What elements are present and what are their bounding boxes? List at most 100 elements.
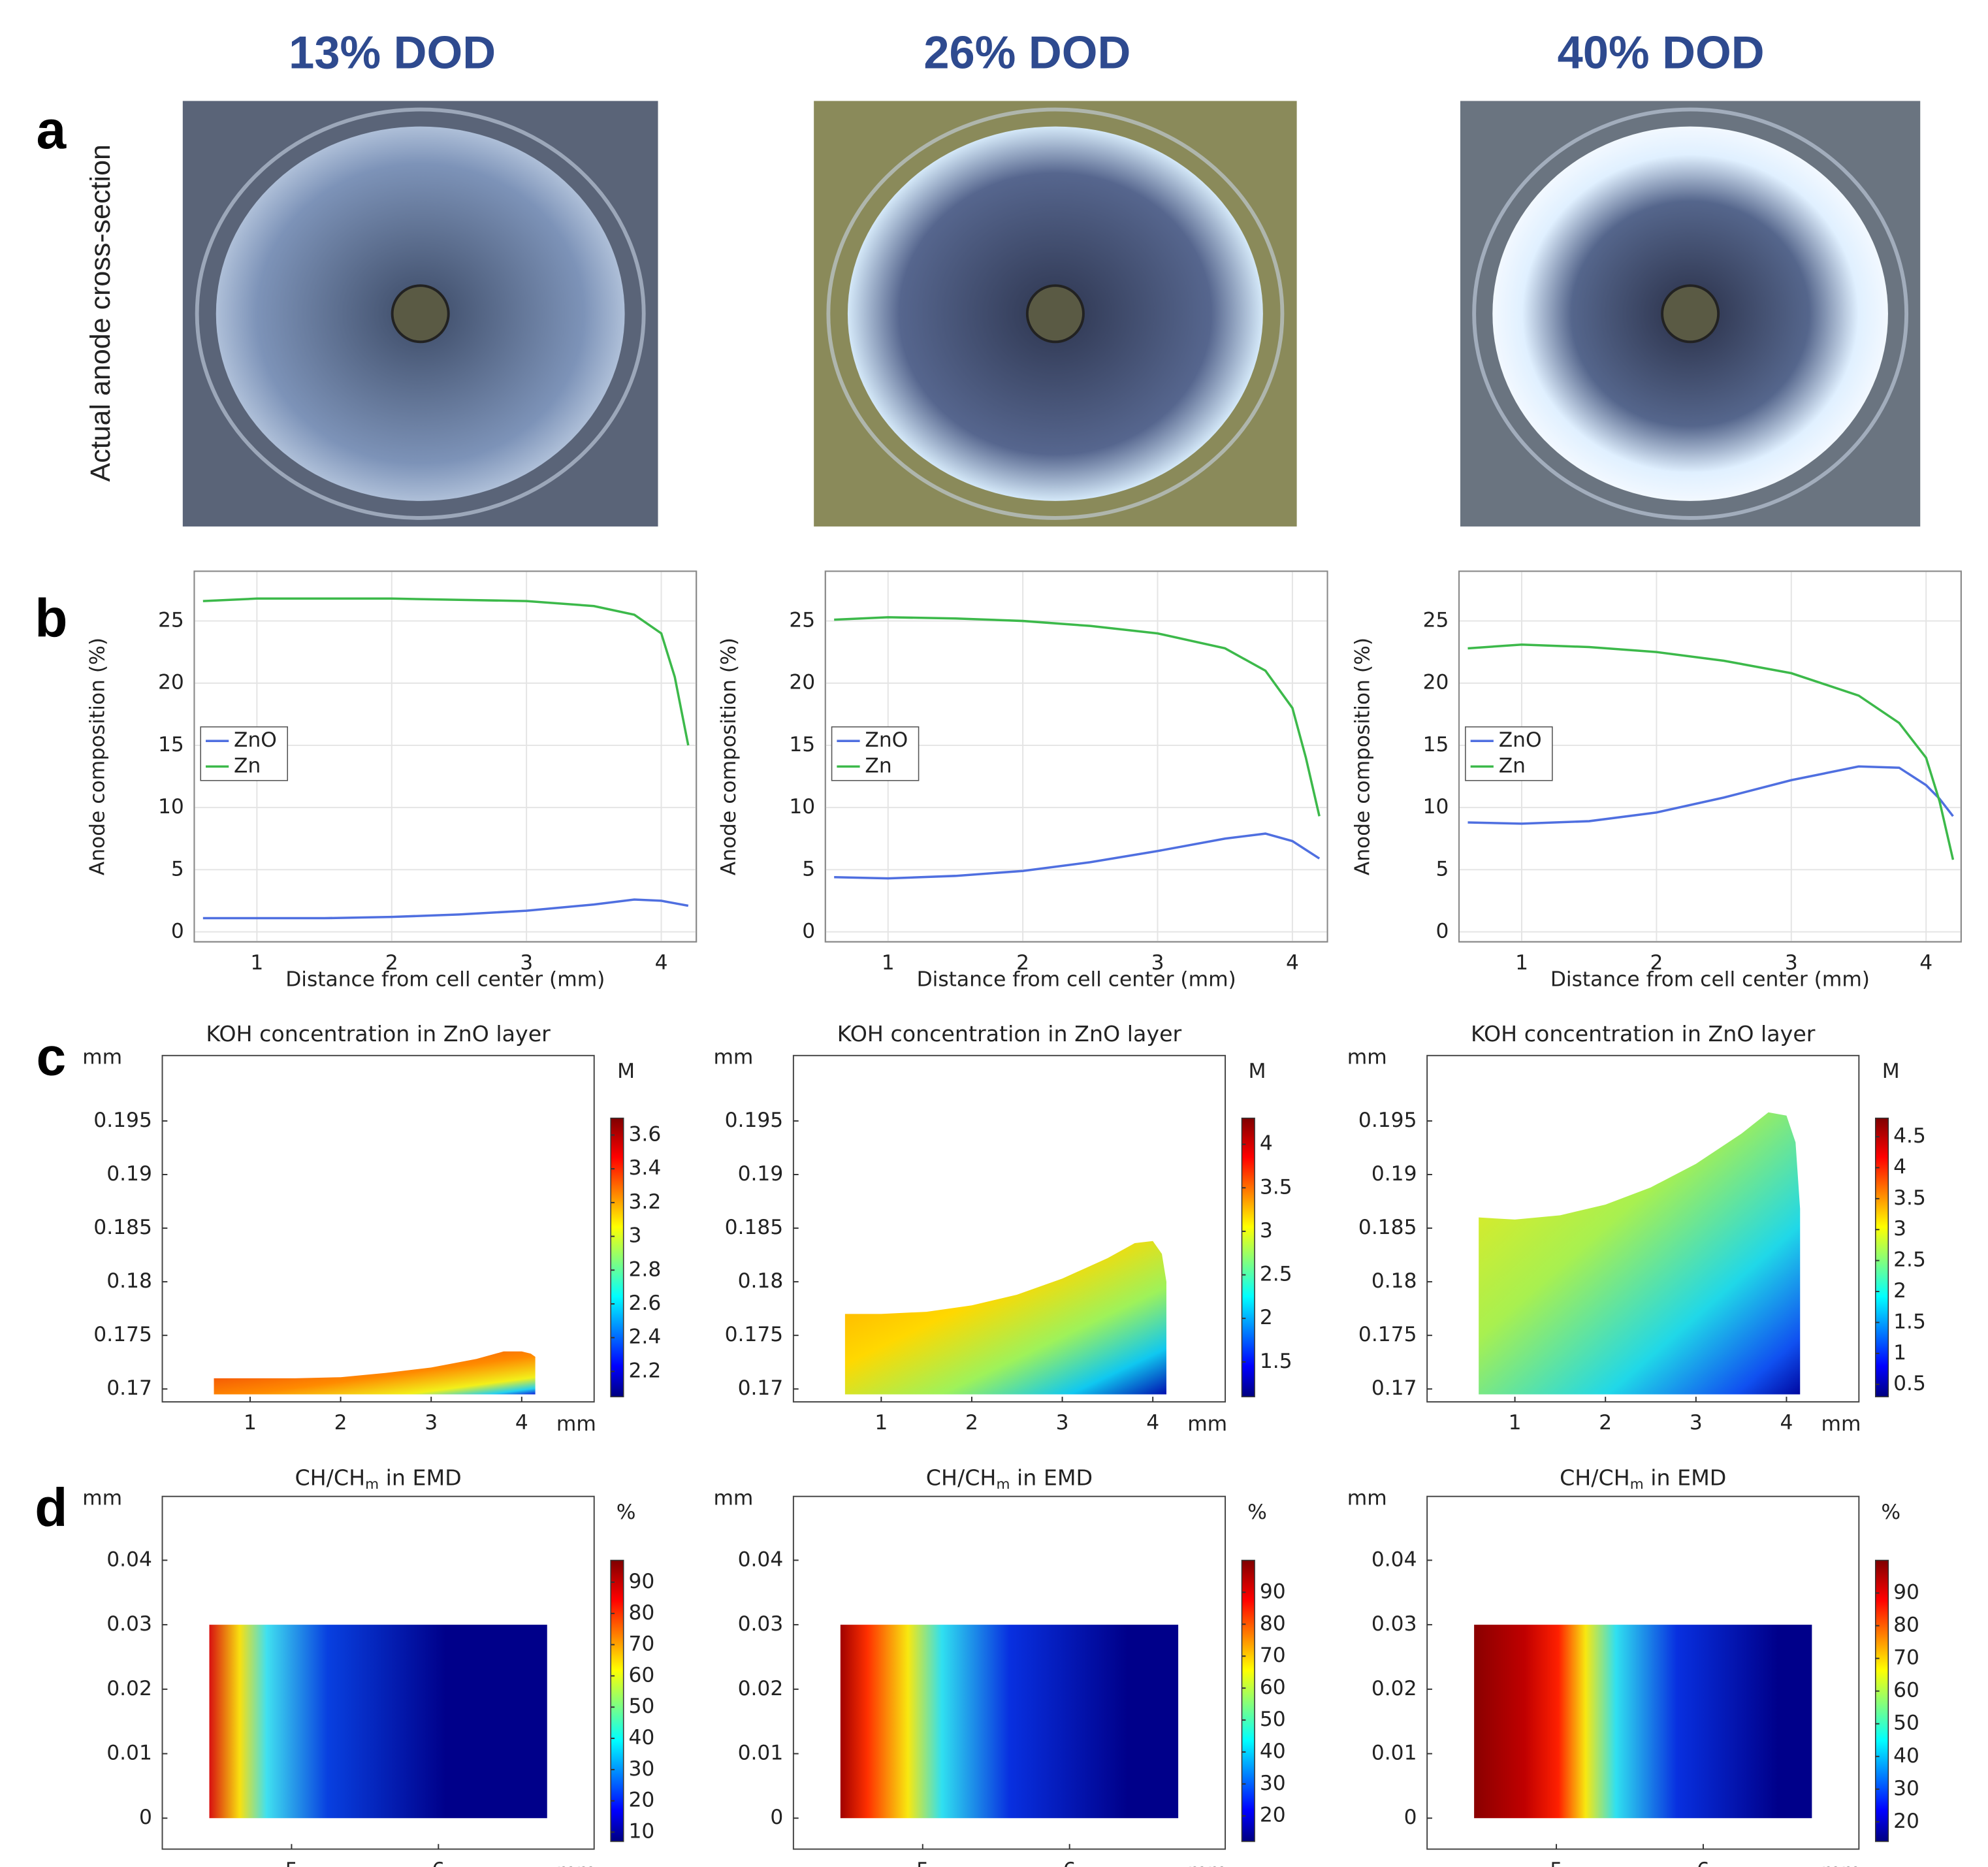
y-tick-label: 0.03: [738, 1612, 784, 1636]
y-tick-label: 0.04: [1371, 1548, 1417, 1571]
colorbar-tick-label: 3.2: [629, 1190, 662, 1214]
x-tick-label: 5: [916, 1859, 929, 1867]
y-tick-label: 0.195: [725, 1109, 784, 1132]
colorbar-tick-label: 60: [1260, 1676, 1286, 1699]
colorbar-tick-label: 4: [1893, 1155, 1906, 1178]
y-tick-label: 0.18: [738, 1269, 784, 1293]
y-tick-label: 25: [158, 609, 184, 632]
colorbar-tick-label: 1: [1893, 1341, 1906, 1365]
x-unit: mm: [1187, 1860, 1227, 1867]
colorbar-tick-label: 40: [1260, 1740, 1286, 1763]
y-unit: mm: [82, 1046, 122, 1069]
x-tick-label: 1: [1509, 1411, 1522, 1435]
x-axis-label: Distance from cell center (mm): [1550, 967, 1870, 991]
colorbar-tick-label: 40: [1893, 1744, 1919, 1768]
colorbar-tick-label: 3: [1893, 1217, 1906, 1241]
y-tick-label: 0.02: [106, 1677, 152, 1700]
colorbar: [610, 1117, 624, 1397]
y-tick-label: 0.19: [738, 1162, 784, 1186]
x-tick-label: 6: [1697, 1859, 1710, 1867]
colorbar-tick-label: 2.2: [629, 1359, 662, 1382]
colorbar-label: %: [617, 1501, 636, 1524]
y-tick-label: 0: [770, 1806, 783, 1829]
y-tick-label: 20: [789, 671, 815, 694]
line-series: [834, 616, 1321, 817]
y-tick-label: 0.175: [1358, 1323, 1417, 1346]
legend-label: Zn: [234, 754, 261, 777]
x-tick-label: 1: [244, 1411, 257, 1435]
photo-rim: [195, 107, 646, 520]
area-field: [844, 1241, 1166, 1395]
x-tick-label: 4: [1919, 951, 1932, 975]
legend-box: [200, 726, 289, 781]
y-tick-label: 0.17: [738, 1376, 784, 1400]
y-axis-label: Anode composition (%): [717, 638, 741, 875]
x-tick-label: 4: [1780, 1411, 1793, 1435]
colorbar-tick-label: 60: [1893, 1679, 1919, 1702]
x-unit: mm: [1821, 1412, 1861, 1436]
y-tick-label: 0: [139, 1806, 152, 1829]
photo-rim: [1472, 107, 1909, 520]
x-unit: mm: [556, 1860, 596, 1867]
x-unit: mm: [1821, 1860, 1861, 1867]
y-axis-label: Anode composition (%): [1351, 638, 1374, 875]
title-sub: m: [365, 1476, 379, 1493]
colorbar-label: %: [1881, 1501, 1900, 1524]
field-region: [209, 1625, 547, 1819]
colorbar-tick-label: 3.5: [1893, 1186, 1926, 1210]
row-label: b: [35, 589, 67, 648]
y-tick-label: 5: [802, 857, 815, 881]
colorbar-tick-label: 90: [629, 1570, 655, 1593]
x-tick-label: 3: [425, 1411, 438, 1435]
colorbar: [1874, 1117, 1889, 1397]
colorbar-tick-label: 30: [629, 1757, 655, 1781]
column-title: 40% DOD: [1558, 27, 1765, 78]
y-unit: mm: [713, 1487, 753, 1510]
colorbar-tick-label: 20: [1893, 1810, 1919, 1833]
x-tick-label: 3: [520, 951, 533, 975]
y-tick-label: 0.01: [106, 1742, 152, 1765]
y-tick-label: 0.03: [1371, 1612, 1417, 1636]
field-region: [1474, 1625, 1812, 1819]
title-rest: in EMD: [1010, 1465, 1093, 1490]
colorbar-tick-label: 10: [629, 1820, 655, 1843]
row-label: d: [35, 1478, 67, 1538]
legend-label: ZnO: [865, 728, 908, 752]
y-tick-label: 0.18: [106, 1269, 152, 1293]
colorbar-tick-label: 3.5: [1260, 1175, 1292, 1199]
y-tick-label: 0.01: [738, 1742, 784, 1765]
colorbar-label: M: [1882, 1060, 1900, 1083]
colorbar-tick-label: 2.4: [629, 1325, 662, 1349]
x-tick-label: 6: [1063, 1859, 1076, 1867]
colorbar-tick-label: 2: [1893, 1279, 1906, 1303]
column-title: 13% DOD: [289, 27, 496, 78]
y-tick-label: 0.19: [1371, 1162, 1417, 1186]
line-series: [1467, 643, 1955, 860]
colorbar-tick-label: 3: [1260, 1219, 1273, 1242]
colorbar-tick-label: 2.5: [1260, 1263, 1292, 1286]
y-axis-label: Anode composition (%): [86, 638, 110, 875]
colorbar-tick-label: 60: [629, 1663, 655, 1687]
x-tick-label: 6: [432, 1859, 445, 1867]
colorbar: [1874, 1559, 1889, 1842]
panel-title: KOH concentration in ZnO layer: [1471, 1021, 1816, 1047]
y-tick-label: 25: [789, 609, 815, 632]
y-tick-label: 20: [158, 671, 184, 694]
x-tick-label: 3: [1690, 1411, 1703, 1435]
y-tick-label: 15: [1423, 733, 1449, 756]
colorbar-tick-label: 70: [629, 1632, 655, 1656]
area-field: [214, 1351, 536, 1395]
colorbar-tick-label: 3.4: [629, 1156, 662, 1180]
row-label: a: [36, 101, 67, 160]
x-tick-label: 3: [1785, 951, 1798, 975]
y-tick-label: 25: [1423, 609, 1449, 632]
x-tick-label: 2: [385, 951, 398, 975]
y-tick-label: 0: [171, 919, 184, 943]
y-tick-label: 0.17: [106, 1376, 152, 1400]
line-series: [1467, 765, 1954, 825]
column-title: 26% DOD: [923, 27, 1130, 78]
colorbar-label: M: [617, 1060, 635, 1083]
y-tick-label: 0.03: [106, 1612, 152, 1636]
colorbar: [1241, 1559, 1255, 1842]
x-tick-label: 5: [1550, 1859, 1563, 1867]
